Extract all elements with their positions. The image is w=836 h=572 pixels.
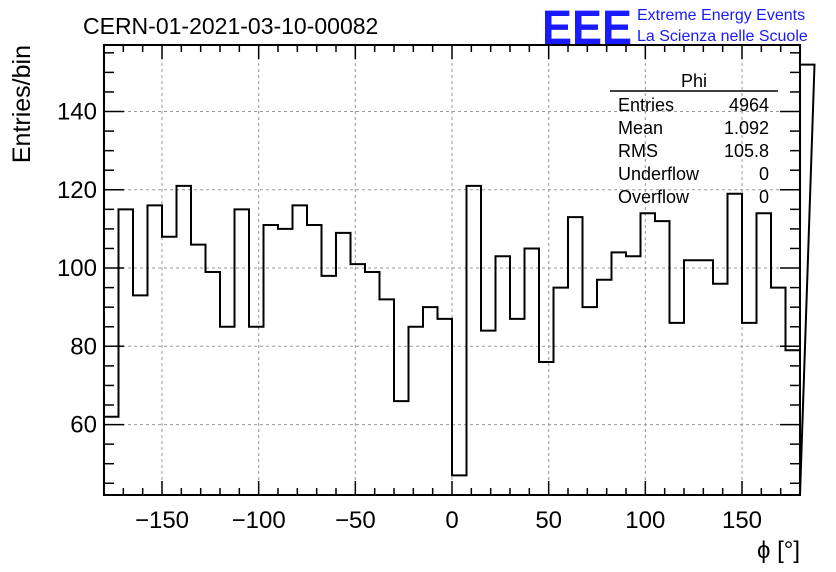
histogram-series-line xyxy=(103,63,816,496)
x-tick-label: −100 xyxy=(232,507,286,534)
stats-row-label: Underflow xyxy=(618,164,700,184)
stats-row-value: 4964 xyxy=(729,95,769,115)
x-tick-label: 100 xyxy=(625,507,665,534)
y-tick-label: 80 xyxy=(70,333,97,360)
y-axis-title: Entries/bin xyxy=(8,45,36,163)
x-tick-label: 0 xyxy=(445,507,458,534)
x-tick-label: −50 xyxy=(335,507,376,534)
y-tick-label: 140 xyxy=(57,99,97,126)
x-tick-label: −150 xyxy=(135,507,189,534)
stats-row-value: 0 xyxy=(759,187,769,207)
stats-row-value: 105.8 xyxy=(724,141,769,161)
stats-row-label: Mean xyxy=(618,118,663,138)
run-title: CERN-01-2021-03-10-00082 xyxy=(83,13,378,39)
x-tick-label: 50 xyxy=(535,507,562,534)
logo-line2: La Scienza nelle Scuole xyxy=(637,28,808,45)
y-tick-labels: 60 80 100 120 140 xyxy=(57,99,97,439)
logo-line1: Extreme Energy Events xyxy=(637,7,805,24)
stats-row-value: 0 xyxy=(759,164,769,184)
x-tick-label: 150 xyxy=(722,507,762,534)
y-tick-label: 60 xyxy=(70,412,97,439)
stats-row-value: 1.092 xyxy=(724,118,769,138)
x-axis-title: ϕ [°] xyxy=(757,537,800,564)
stats-row-label: Overflow xyxy=(618,187,690,207)
stats-title: Phi xyxy=(681,71,707,91)
x-tick-labels: −150 −100 −50 0 50 100 150 xyxy=(135,507,762,534)
stats-row-label: RMS xyxy=(618,141,658,161)
eee-logo: EEE Extreme Energy Events La Scienza nel… xyxy=(542,2,808,55)
y-tick-label: 120 xyxy=(57,177,97,204)
y-tick-label: 100 xyxy=(57,255,97,282)
stats-row-label: Entries xyxy=(618,95,674,115)
stats-box: Phi Entries 4964 Mean 1.092 RMS 105.8 Underflo… xyxy=(610,71,778,207)
axis-ticks xyxy=(103,45,801,495)
